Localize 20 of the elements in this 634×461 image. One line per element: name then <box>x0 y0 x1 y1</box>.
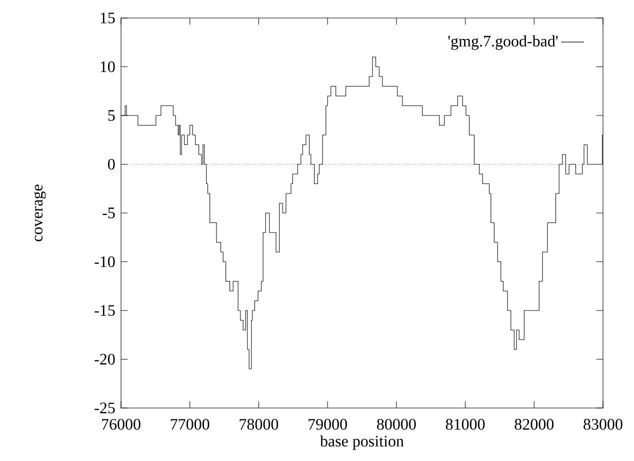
y-tick-label: 0 <box>108 158 115 170</box>
y-tick-label: -5 <box>102 208 115 218</box>
x-tick-label: 80000 <box>377 418 416 430</box>
y-tick-label: 5 <box>108 110 115 121</box>
x-tick-label: 79000 <box>308 418 347 430</box>
x-tick-label: 83000 <box>584 418 622 430</box>
y-tick-label: -25 <box>94 402 115 414</box>
x-tick-label: 77000 <box>170 418 210 430</box>
x-tick-label: 81000 <box>446 418 485 430</box>
y-tick-label: 15 <box>100 12 115 24</box>
y-tick-label: -20 <box>94 354 115 365</box>
x-tick-label: 82000 <box>514 418 554 430</box>
x-axis-title: base position <box>320 435 404 450</box>
legend-label: 'gmg.7.good-bad' <box>448 35 558 50</box>
y-tick-label: 10 <box>100 61 115 72</box>
x-tick-label: 76000 <box>102 418 140 430</box>
x-tick-label: 78000 <box>240 418 278 430</box>
y-tick-label: -15 <box>94 305 115 316</box>
y-tick-label: -10 <box>94 256 115 268</box>
y-axis-title: coverage <box>34 184 46 242</box>
